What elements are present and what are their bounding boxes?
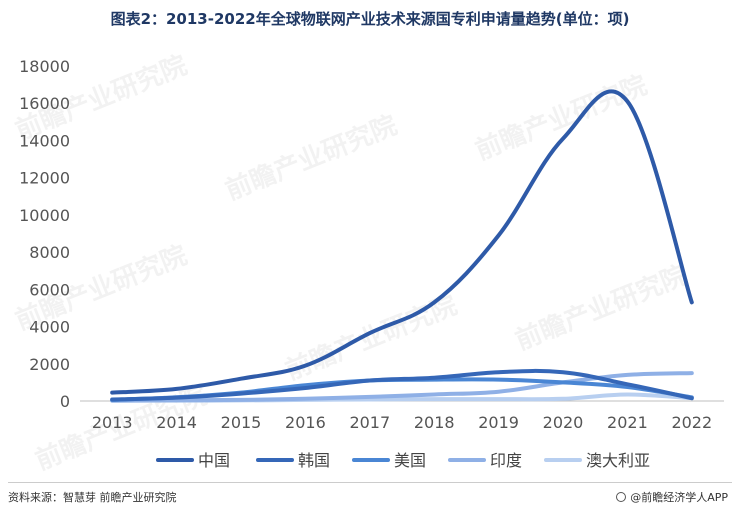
brand-icon bbox=[616, 492, 627, 502]
x-axis-ticks: 2013 2014 2015 2016 2017 2018 2019 2020 2021 2022 bbox=[92, 413, 712, 432]
x-tick-label: 2017 bbox=[349, 413, 390, 432]
brand-text: @前瞻经济学人APP bbox=[630, 491, 728, 504]
series-line bbox=[110, 89, 694, 395]
source-note: 资料来源：智慧芽 前瞻产业研究院 bbox=[8, 491, 177, 504]
y-tick-label: 18000 bbox=[19, 57, 70, 76]
x-tick-label: 2014 bbox=[156, 413, 197, 432]
legend-label: 印度 bbox=[490, 451, 522, 470]
watermark-text: 前瞻产业研究院 bbox=[511, 260, 691, 357]
legend-label: 中国 bbox=[198, 451, 230, 470]
legend-label: 美国 bbox=[394, 451, 426, 470]
legend-label: 韩国 bbox=[298, 451, 330, 470]
x-tick-label: 2013 bbox=[92, 413, 133, 432]
y-tick-label: 10000 bbox=[19, 206, 70, 225]
y-tick-label: 16000 bbox=[19, 94, 70, 113]
y-tick-label: 12000 bbox=[19, 169, 70, 188]
legend-label: 澳大利亚 bbox=[586, 451, 650, 470]
x-tick-label: 2015 bbox=[221, 413, 262, 432]
y-tick-label: 14000 bbox=[19, 131, 70, 150]
y-tick-label: 4000 bbox=[29, 318, 70, 337]
x-tick-label: 2016 bbox=[285, 413, 326, 432]
brand-label: @前瞻经济学人APP bbox=[616, 489, 728, 505]
series-lines bbox=[110, 89, 694, 403]
x-tick-label: 2018 bbox=[414, 413, 455, 432]
y-tick-label: 0 bbox=[60, 392, 70, 411]
x-tick-label: 2019 bbox=[478, 413, 519, 432]
footer-divider bbox=[8, 482, 732, 483]
series-line bbox=[110, 368, 694, 402]
watermark-text: 前瞻产业研究院 bbox=[471, 70, 651, 167]
legend: 中国 韩国 美国 印度 澳大利亚 bbox=[156, 451, 650, 470]
y-tick-label: 2000 bbox=[29, 355, 70, 374]
y-tick-label: 8000 bbox=[29, 243, 70, 262]
x-tick-label: 2021 bbox=[607, 413, 648, 432]
x-tick-label: 2022 bbox=[671, 413, 712, 432]
x-tick-label: 2020 bbox=[543, 413, 584, 432]
chart-title: 图表2：2013-2022年全球物联网产业技术来源国专利申请量趋势(单位：项) bbox=[110, 10, 630, 28]
y-tick-label: 6000 bbox=[29, 280, 70, 299]
y-axis-ticks: 0 2000 4000 6000 8000 10000 12000 14000 16000 180… bbox=[19, 57, 70, 411]
watermark-text: 前瞻产业研究院 bbox=[221, 110, 401, 207]
